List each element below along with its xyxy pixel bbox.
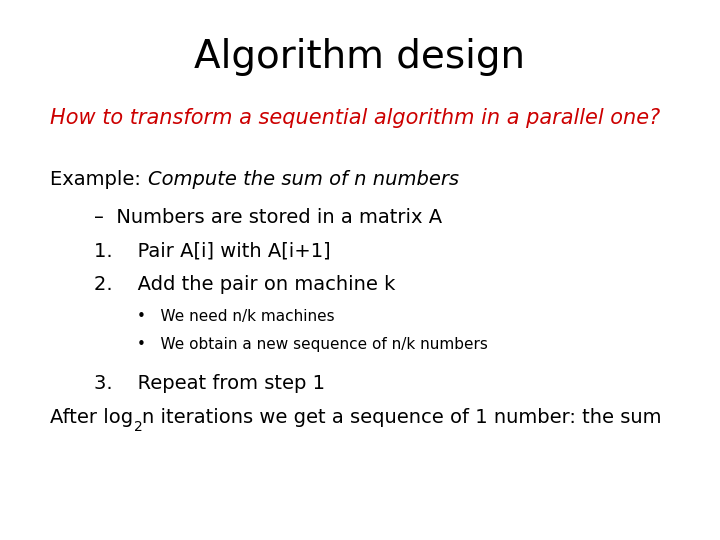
Text: n iterations we get a sequence of 1 number: the sum: n iterations we get a sequence of 1 numb… [143,408,662,427]
Text: •   We need n/k machines: • We need n/k machines [137,309,334,324]
Text: After log: After log [50,408,133,427]
Text: –  Numbers are stored in a matrix A: – Numbers are stored in a matrix A [94,208,442,227]
Text: Compute the sum of n numbers: Compute the sum of n numbers [148,170,459,189]
Text: 2.    Add the pair on machine k: 2. Add the pair on machine k [94,275,395,294]
Text: 1.    Pair A[i] with A[i+1]: 1. Pair A[i] with A[i+1] [94,241,330,260]
Text: 3.    Repeat from step 1: 3. Repeat from step 1 [94,374,325,393]
Text: •   We obtain a new sequence of n/k numbers: • We obtain a new sequence of n/k number… [137,337,487,352]
Text: Example:: Example: [50,170,148,189]
Text: Algorithm design: Algorithm design [194,38,526,76]
Text: 2: 2 [133,420,143,434]
Text: How to transform a sequential algorithm in a parallel one?: How to transform a sequential algorithm … [50,108,661,128]
